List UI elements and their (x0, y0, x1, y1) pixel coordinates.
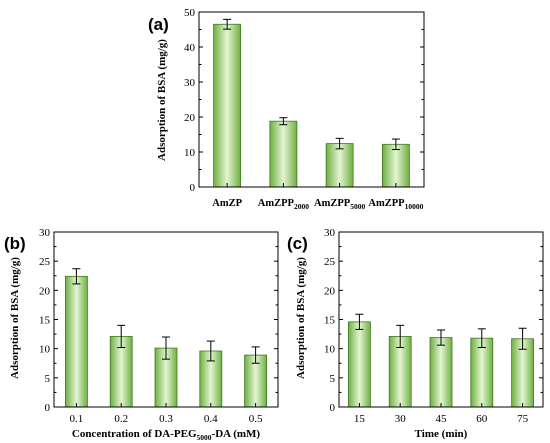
y-tick-label: 0 (330, 402, 336, 414)
y-tick-label: 5 (330, 373, 336, 385)
y-tick-label: 25 (39, 256, 51, 268)
y-tick-label: 30 (184, 77, 196, 89)
x-tick-label: 45 (436, 413, 448, 425)
y-tick-label: 5 (45, 373, 51, 385)
y-tick-label: 15 (39, 315, 51, 327)
plot-frame (53, 231, 279, 408)
bar (325, 143, 354, 188)
y-axis-label: Adsorption of BSA (mg/g) (9, 257, 21, 379)
y-tick-label: 25 (324, 256, 336, 268)
y-tick-label: 10 (324, 344, 336, 356)
y-tick-label: 30 (39, 227, 51, 239)
bar (470, 337, 494, 408)
x-tick-label: AmZPP5000 (314, 198, 365, 211)
y-tick-label: 10 (39, 344, 51, 356)
x-tick-label: 0.4 (204, 413, 218, 425)
x-tick-label: 15 (354, 413, 366, 425)
x-axis-label: Time (min) (415, 428, 468, 440)
plot-frame (338, 231, 544, 408)
y-tick-label: 10 (184, 147, 196, 159)
x-tick-label: 0.3 (159, 413, 173, 425)
y-tick-label: 20 (39, 285, 51, 297)
x-tick-label: 75 (517, 413, 529, 425)
plot-frame (198, 11, 425, 188)
chart-panel-c: (c) Adsorption of BSA (mg/g) 0 5 10 15 20 25 30 1… (287, 227, 544, 440)
bar (347, 321, 371, 408)
x-tick-label: 60 (476, 413, 488, 425)
x-tick-label: 0.2 (114, 413, 128, 425)
y-tick-label: 50 (184, 7, 196, 19)
bar (429, 337, 453, 408)
x-tick-label: AmZPP10000 (368, 198, 423, 211)
bar (269, 120, 298, 188)
y-tick-label: 30 (324, 227, 336, 239)
y-axis-label: Adsorption of BSA (mg/g) (295, 257, 307, 379)
y-tick-label: 20 (324, 285, 336, 297)
panel-label: (b) (4, 234, 26, 253)
y-tick-label: 40 (184, 42, 196, 54)
panel-label: (a) (148, 15, 169, 34)
bar (213, 23, 242, 188)
x-axis-label: Concentration of DA-PEG5000-DA (mM) (72, 428, 261, 442)
chart-panel-a: (a) Adsorption of BSA (mg/g) 0 10 20 30 40 50 Am… (148, 7, 425, 211)
x-tick-label: 0.1 (70, 413, 84, 425)
chart-panel-b: (b) Adsorption of BSA (mg/g) 0 5 10 15 20 25 30 0… (4, 227, 279, 442)
bar (381, 143, 410, 188)
x-tick-label: 0.5 (249, 413, 263, 425)
y-tick-label: 15 (324, 315, 336, 327)
panel-label: (c) (287, 234, 308, 253)
x-tick-label: AmZPP2000 (258, 198, 309, 211)
x-tick-label: AmZP (212, 198, 242, 209)
x-tick-label: 30 (395, 413, 407, 425)
y-tick-label: 0 (190, 182, 196, 194)
y-axis-label: Adsorption of BSA (mg/g) (156, 39, 168, 161)
y-tick-label: 0 (45, 402, 51, 414)
bar (65, 275, 88, 408)
y-tick-label: 20 (184, 112, 196, 124)
